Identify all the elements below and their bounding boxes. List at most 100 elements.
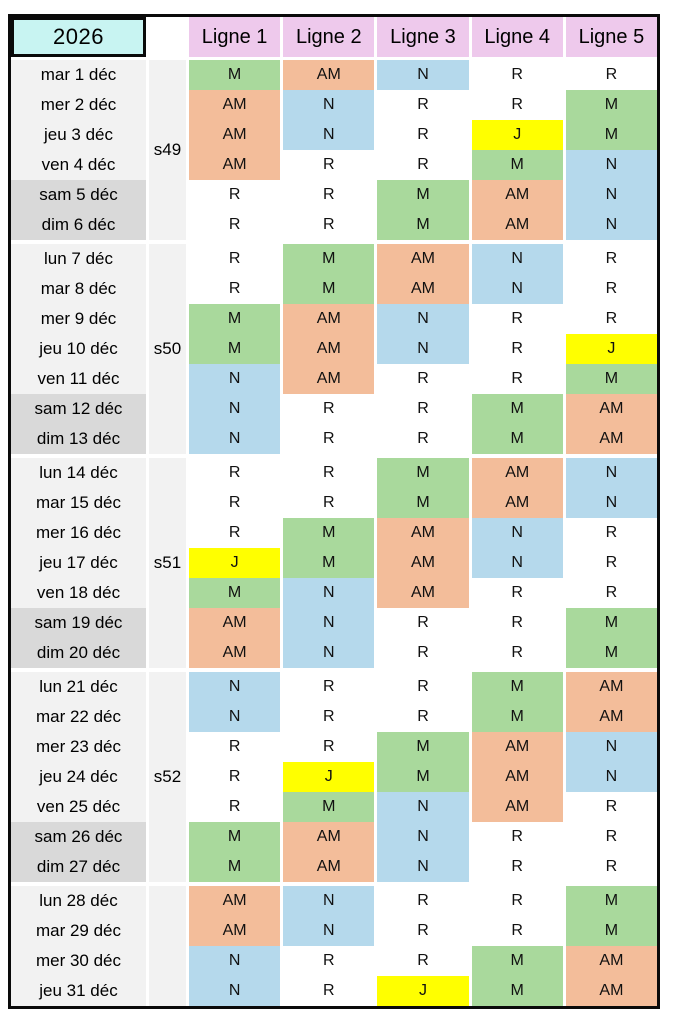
date-cell: jeu 31 déc [11,976,146,1006]
date-cell: dim 13 déc [11,424,146,454]
shift-cell: R [565,60,657,90]
shift-cell: R [565,548,657,578]
shift-cell: AM [565,672,657,702]
date-cell: mer 23 déc [11,732,146,762]
shift-cell: M [283,244,375,274]
column-header-ligne-3: Ligne 3 [377,17,469,57]
shift-cell: N [283,608,375,638]
column-header-ligne-4: Ligne 4 [471,17,563,57]
date-cell: lun 14 déc [11,458,146,488]
shift-cell: AM [471,762,563,792]
shift-cell: N [471,518,563,548]
date-cell: dim 6 déc [11,210,146,240]
date-cell: dim 20 déc [11,638,146,668]
shift-cell: AM [189,90,281,120]
shift-cell: R [377,886,469,916]
shift-cell: M [283,274,375,304]
shift-cell: R [377,424,469,454]
week-number-label: s49 [149,60,186,240]
shift-cell: AM [377,578,469,608]
shift-cell: N [565,150,657,180]
column-header-ligne-2: Ligne 2 [283,17,375,57]
shift-cell: AM [377,244,469,274]
shift-cell: M [565,608,657,638]
date-cell: sam 26 déc [11,822,146,852]
shift-cell: R [283,394,375,424]
date-cell: ven 18 déc [11,578,146,608]
shift-cell: M [377,458,469,488]
week-number-label: s51 [149,458,186,668]
shift-cell: R [189,518,281,548]
shift-cell: N [565,210,657,240]
shift-cell: N [283,578,375,608]
date-cell: ven 11 déc [11,364,146,394]
date-cell: sam 19 déc [11,608,146,638]
shift-cell: M [565,886,657,916]
shift-cell: N [471,548,563,578]
shift-cell: R [283,672,375,702]
shift-cell: R [565,578,657,608]
shift-cell: R [189,762,281,792]
shift-cell: M [471,702,563,732]
shift-cell: M [189,304,281,334]
shift-cell: AM [471,732,563,762]
shift-cell: R [565,274,657,304]
date-cell: jeu 3 déc [11,120,146,150]
shift-cell: M [377,180,469,210]
shift-cell: AM [377,548,469,578]
shift-cell: R [189,488,281,518]
shift-cell: AM [283,364,375,394]
shift-cell: R [377,672,469,702]
shift-cell: N [565,732,657,762]
shift-cell: R [471,886,563,916]
shift-cell: AM [189,150,281,180]
shift-cell: AM [189,638,281,668]
shift-cell: M [283,548,375,578]
date-cell: sam 12 déc [11,394,146,424]
date-cell: sam 5 déc [11,180,146,210]
date-cell: lun 7 déc [11,244,146,274]
column-header-ligne-1: Ligne 1 [189,17,281,57]
shift-cell: N [189,672,281,702]
shift-cell: M [377,210,469,240]
week-number-label [149,886,186,1006]
shift-cell: N [377,334,469,364]
shift-cell: M [189,852,281,882]
shift-cell: R [377,364,469,394]
shift-cell: N [565,762,657,792]
shift-cell: N [189,364,281,394]
shift-cell: R [189,180,281,210]
shift-cell: R [471,852,563,882]
date-cell: jeu 17 déc [11,548,146,578]
shift-cell: R [565,822,657,852]
date-cell: ven 4 déc [11,150,146,180]
shift-cell: N [471,244,563,274]
shift-cell: R [471,364,563,394]
shift-cell: AM [283,334,375,364]
shift-cell: R [565,852,657,882]
shift-cell: R [283,458,375,488]
shift-cell: R [377,120,469,150]
date-cell: dim 27 déc [11,852,146,882]
shift-cell: R [377,394,469,424]
shift-cell: N [189,394,281,424]
shift-cell: AM [471,180,563,210]
shift-cell: J [565,334,657,364]
shift-cell: M [565,364,657,394]
shift-cell: R [283,976,375,1006]
shift-cell: N [471,274,563,304]
shift-cell: AM [283,60,375,90]
shift-cell: N [189,946,281,976]
date-cell: mar 15 déc [11,488,146,518]
shift-cell: N [189,424,281,454]
shift-cell: M [283,792,375,822]
shift-cell: AM [565,702,657,732]
shift-cell: R [283,702,375,732]
shift-cell: M [471,976,563,1006]
shift-cell: R [283,150,375,180]
shift-cell: R [565,244,657,274]
shift-cell: N [377,852,469,882]
shift-cell: R [283,180,375,210]
